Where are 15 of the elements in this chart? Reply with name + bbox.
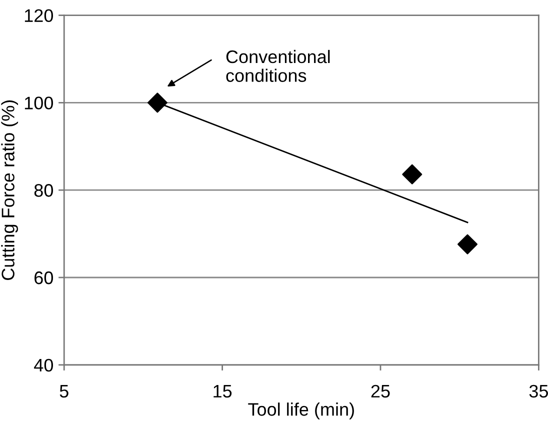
y-tick-label: 100 — [24, 96, 53, 110]
y-tick-label: 40 — [34, 358, 53, 372]
annotation: Conventional conditions — [226, 50, 330, 82]
y-tick-label: 60 — [34, 271, 53, 284]
point — [457, 234, 478, 254]
x-tick-label: 35 — [529, 384, 548, 398]
point — [147, 92, 168, 113]
x-tick-label: 25 — [371, 384, 390, 398]
y-axis-title: Cutting Force ratio (%) — [1, 100, 18, 280]
point — [402, 164, 422, 184]
y-tick-label: 120 — [24, 9, 53, 22]
x-tick-label: 5 — [60, 385, 68, 398]
x-tick-label: 15 — [214, 385, 232, 398]
x-axis-title: Tool life (min) — [248, 402, 354, 420]
y-tick-label: 80 — [34, 184, 53, 197]
